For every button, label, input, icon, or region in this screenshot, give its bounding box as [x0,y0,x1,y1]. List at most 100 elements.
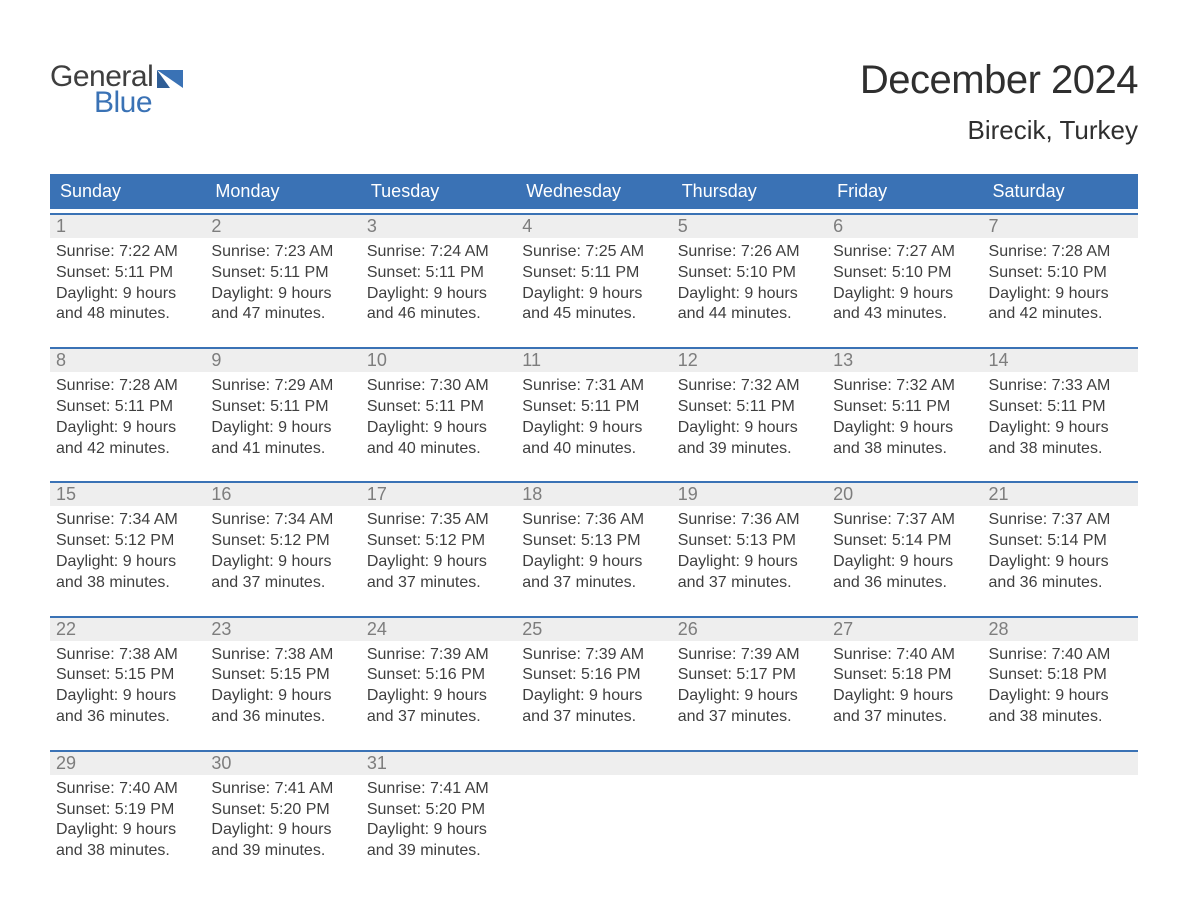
location: Birecik, Turkey [860,115,1138,146]
day-number: 6 [827,215,982,238]
day-number: 10 [361,349,516,372]
sunrise-line: Sunrise: 7:36 AM [522,510,665,531]
sunset-line: Sunset: 5:16 PM [367,665,510,686]
day-number: 16 [205,483,360,506]
sunset-line: Sunset: 5:11 PM [678,397,821,418]
weekday-header: Wednesday [516,174,671,209]
day-cell: Sunrise: 7:39 AMSunset: 5:16 PMDaylight:… [516,641,671,728]
day-cell: Sunrise: 7:41 AMSunset: 5:20 PMDaylight:… [361,775,516,862]
daylight-line-1: Daylight: 9 hours [56,686,199,707]
day-body-row: Sunrise: 7:34 AMSunset: 5:12 PMDaylight:… [50,506,1138,593]
sunrise-line: Sunrise: 7:31 AM [522,376,665,397]
sunset-line: Sunset: 5:11 PM [367,263,510,284]
daylight-line-1: Daylight: 9 hours [833,418,976,439]
daylight-line-2: and 39 minutes. [211,841,354,862]
sunrise-line: Sunrise: 7:23 AM [211,242,354,263]
daylight-line-1: Daylight: 9 hours [989,552,1132,573]
sunset-line: Sunset: 5:11 PM [989,397,1132,418]
sunset-line: Sunset: 5:13 PM [678,531,821,552]
day-number: 5 [672,215,827,238]
day-number: 7 [983,215,1138,238]
day-number: 17 [361,483,516,506]
daylight-line-2: and 39 minutes. [678,439,821,460]
daylight-line-1: Daylight: 9 hours [211,686,354,707]
day-number: 12 [672,349,827,372]
daylight-line-1: Daylight: 9 hours [211,820,354,841]
day-number [983,752,1138,775]
sunset-line: Sunset: 5:14 PM [833,531,976,552]
sunrise-line: Sunrise: 7:26 AM [678,242,821,263]
day-number: 8 [50,349,205,372]
daylight-line-1: Daylight: 9 hours [367,686,510,707]
daylight-line-1: Daylight: 9 hours [678,284,821,305]
calendar-week: 293031Sunrise: 7:40 AMSunset: 5:19 PMDay… [50,750,1138,862]
daylight-line-1: Daylight: 9 hours [989,686,1132,707]
header: General Blue December 2024 Birecik, Turk… [50,58,1138,146]
sunset-line: Sunset: 5:18 PM [989,665,1132,686]
sunset-line: Sunset: 5:14 PM [989,531,1132,552]
daylight-line-1: Daylight: 9 hours [367,284,510,305]
sunset-line: Sunset: 5:12 PM [56,531,199,552]
daylight-line-1: Daylight: 9 hours [678,418,821,439]
day-body-row: Sunrise: 7:38 AMSunset: 5:15 PMDaylight:… [50,641,1138,728]
day-cell: Sunrise: 7:34 AMSunset: 5:12 PMDaylight:… [205,506,360,593]
day-cell: Sunrise: 7:39 AMSunset: 5:16 PMDaylight:… [361,641,516,728]
sunrise-line: Sunrise: 7:41 AM [367,779,510,800]
day-cell: Sunrise: 7:35 AMSunset: 5:12 PMDaylight:… [361,506,516,593]
daylight-line-2: and 36 minutes. [989,573,1132,594]
daylight-line-2: and 44 minutes. [678,304,821,325]
sunset-line: Sunset: 5:10 PM [678,263,821,284]
sunrise-line: Sunrise: 7:38 AM [56,645,199,666]
daylight-line-1: Daylight: 9 hours [678,686,821,707]
day-cell: Sunrise: 7:36 AMSunset: 5:13 PMDaylight:… [672,506,827,593]
sunset-line: Sunset: 5:11 PM [211,397,354,418]
daylight-line-1: Daylight: 9 hours [989,418,1132,439]
day-cell: Sunrise: 7:31 AMSunset: 5:11 PMDaylight:… [516,372,671,459]
day-cell: Sunrise: 7:39 AMSunset: 5:17 PMDaylight:… [672,641,827,728]
day-number [672,752,827,775]
daylight-line-2: and 46 minutes. [367,304,510,325]
sunrise-line: Sunrise: 7:39 AM [367,645,510,666]
sunset-line: Sunset: 5:11 PM [833,397,976,418]
daylight-line-2: and 38 minutes. [56,841,199,862]
sunrise-line: Sunrise: 7:40 AM [56,779,199,800]
day-cell: Sunrise: 7:40 AMSunset: 5:19 PMDaylight:… [50,775,205,862]
daylight-line-2: and 36 minutes. [56,707,199,728]
day-number: 15 [50,483,205,506]
daylight-line-2: and 36 minutes. [833,573,976,594]
day-cell [672,775,827,862]
daylight-line-2: and 42 minutes. [56,439,199,460]
day-number: 9 [205,349,360,372]
day-cell: Sunrise: 7:38 AMSunset: 5:15 PMDaylight:… [50,641,205,728]
calendar-week: 22232425262728Sunrise: 7:38 AMSunset: 5:… [50,616,1138,728]
calendar-week: 1234567Sunrise: 7:22 AMSunset: 5:11 PMDa… [50,213,1138,325]
title-block: December 2024 Birecik, Turkey [860,58,1138,146]
daylight-line-2: and 40 minutes. [367,439,510,460]
daylight-line-1: Daylight: 9 hours [833,552,976,573]
daynum-row: 891011121314 [50,349,1138,372]
daylight-line-1: Daylight: 9 hours [56,552,199,573]
daylight-line-1: Daylight: 9 hours [56,820,199,841]
daylight-line-1: Daylight: 9 hours [522,552,665,573]
daylight-line-2: and 47 minutes. [211,304,354,325]
daylight-line-1: Daylight: 9 hours [56,284,199,305]
day-number: 21 [983,483,1138,506]
sunset-line: Sunset: 5:12 PM [211,531,354,552]
sunset-line: Sunset: 5:11 PM [56,397,199,418]
daylight-line-2: and 37 minutes. [833,707,976,728]
sunrise-line: Sunrise: 7:33 AM [989,376,1132,397]
day-body-row: Sunrise: 7:40 AMSunset: 5:19 PMDaylight:… [50,775,1138,862]
day-cell: Sunrise: 7:41 AMSunset: 5:20 PMDaylight:… [205,775,360,862]
sunset-line: Sunset: 5:11 PM [211,263,354,284]
sunrise-line: Sunrise: 7:28 AM [989,242,1132,263]
weekday-header: Monday [205,174,360,209]
daylight-line-2: and 48 minutes. [56,304,199,325]
daylight-line-1: Daylight: 9 hours [678,552,821,573]
daylight-line-1: Daylight: 9 hours [367,552,510,573]
sunset-line: Sunset: 5:16 PM [522,665,665,686]
daylight-line-1: Daylight: 9 hours [833,284,976,305]
sunrise-line: Sunrise: 7:24 AM [367,242,510,263]
calendar-week: 891011121314Sunrise: 7:28 AMSunset: 5:11… [50,347,1138,459]
day-cell: Sunrise: 7:40 AMSunset: 5:18 PMDaylight:… [827,641,982,728]
day-cell: Sunrise: 7:25 AMSunset: 5:11 PMDaylight:… [516,238,671,325]
